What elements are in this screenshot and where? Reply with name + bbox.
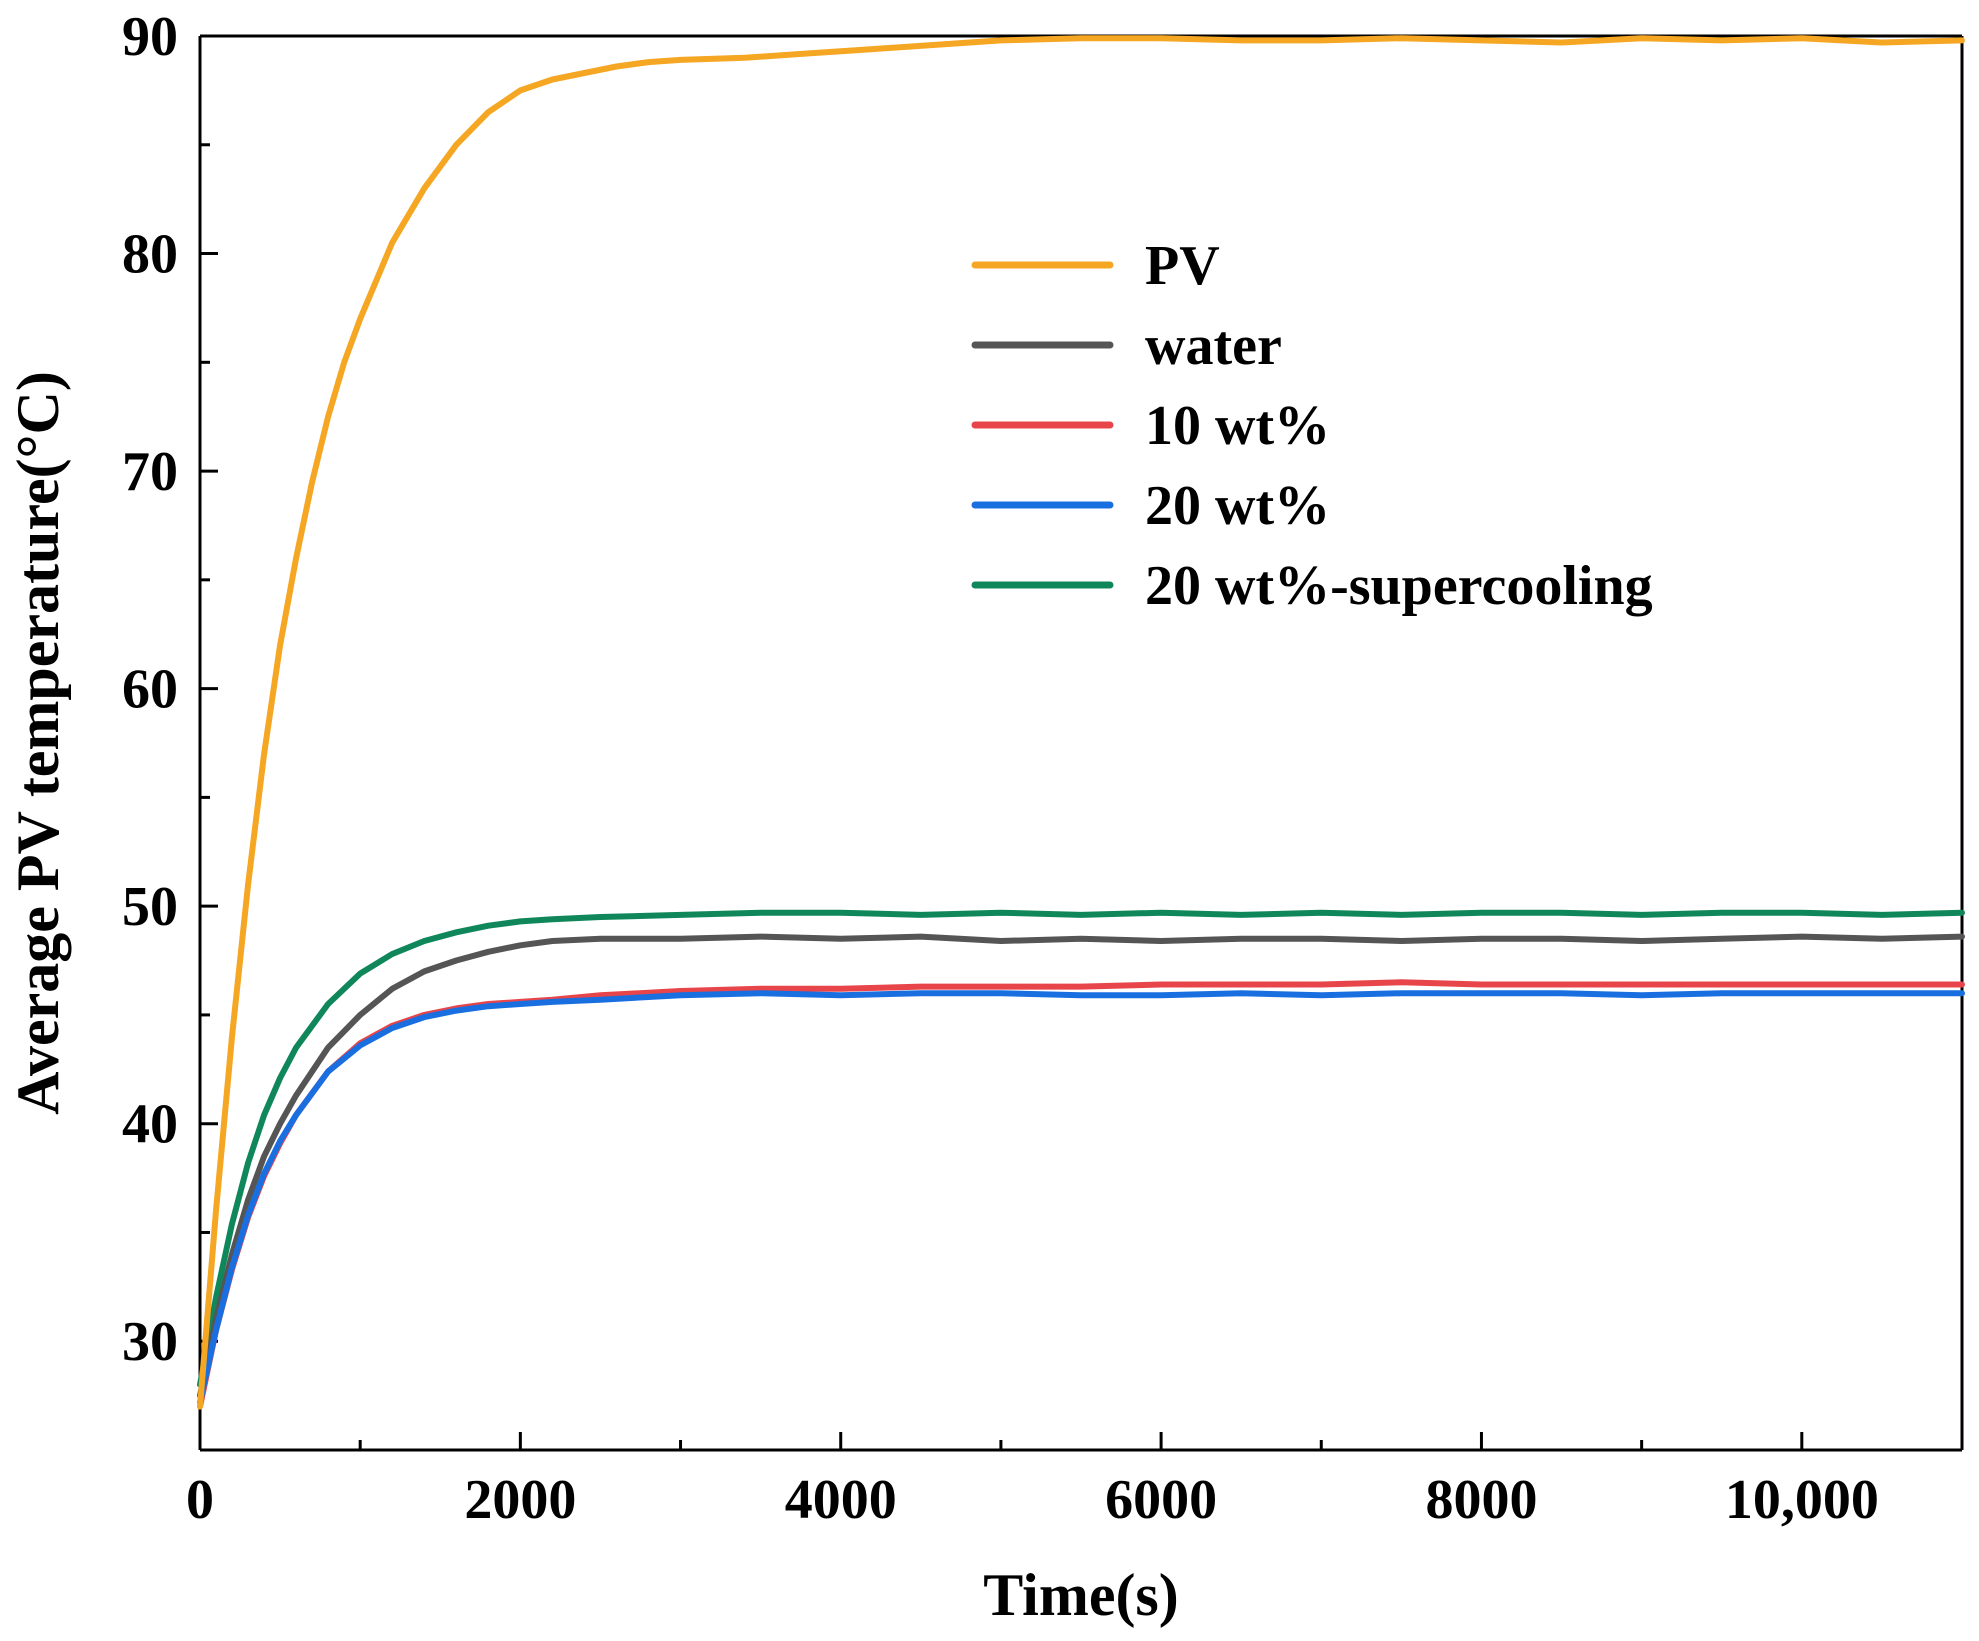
plot-frame bbox=[198, 34, 1964, 1452]
y-axis-ticks: 30 40 50 60 70 80 90 bbox=[122, 6, 218, 1373]
y-tick-label: 80 bbox=[122, 224, 178, 286]
series-line-10-wt bbox=[197, 979, 1965, 1410]
series-lines bbox=[197, 35, 1965, 1410]
x-tick-label: 4000 bbox=[785, 1469, 897, 1531]
series-line-20-wt bbox=[197, 990, 1965, 1406]
y-tick-label: 60 bbox=[122, 659, 178, 721]
legend: PV water 10 wt% 20 wt% 20 wt%-supercooling bbox=[971, 235, 1653, 617]
legend-label-20-wt-supercooling: 20 wt%-supercooling bbox=[1145, 555, 1653, 617]
y-tick-label: 50 bbox=[122, 876, 178, 938]
series-line-pv bbox=[197, 35, 1965, 1410]
legend-label-10-wt: 10 wt% bbox=[1145, 395, 1330, 457]
series-line-20-wt-supercooling bbox=[197, 909, 1965, 1388]
legend-label-pv: PV bbox=[1145, 235, 1220, 297]
y-tick-label: 30 bbox=[122, 1311, 178, 1373]
legend-label-20-wt: 20 wt% bbox=[1145, 475, 1330, 537]
y-tick-label: 40 bbox=[122, 1094, 178, 1156]
y-axis-title: Average PV temperature(°C) bbox=[5, 371, 71, 1115]
y-tick-label: 90 bbox=[122, 6, 178, 68]
x-tick-label: 6000 bbox=[1105, 1469, 1217, 1531]
x-tick-label: 8000 bbox=[1425, 1469, 1537, 1531]
x-axis-title: Time(s) bbox=[983, 1562, 1179, 1628]
legend-label-water: water bbox=[1145, 315, 1282, 377]
x-tick-label: 10,000 bbox=[1725, 1469, 1879, 1531]
x-tick-label: 0 bbox=[186, 1469, 214, 1531]
x-axis-ticks: 0 2000 4000 6000 8000 10,000 bbox=[186, 1432, 1879, 1531]
series-line-water bbox=[197, 933, 1965, 1399]
y-tick-label: 70 bbox=[122, 441, 178, 503]
x-tick-label: 2000 bbox=[464, 1469, 576, 1531]
